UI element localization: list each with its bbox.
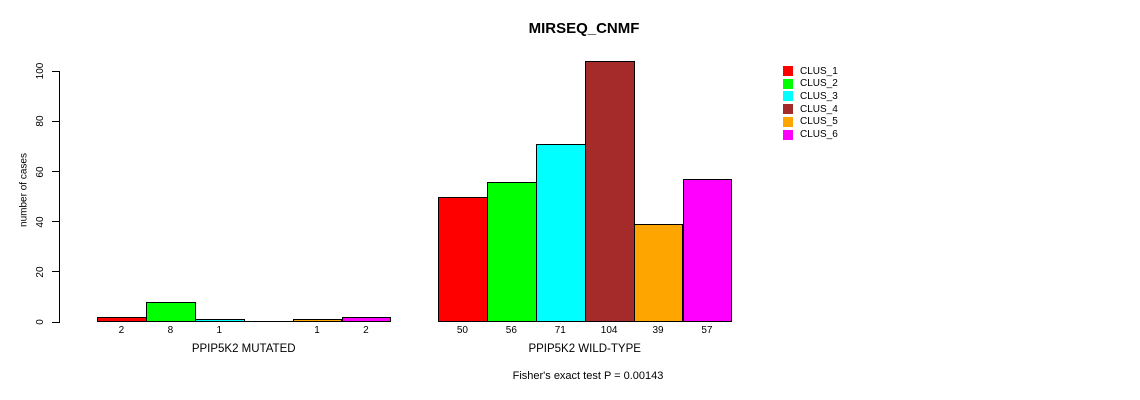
legend-swatch-clus_1 [783, 66, 793, 76]
y-tick-mark [52, 271, 59, 273]
bar-clus_3 [535, 144, 586, 322]
bar-value-label: 1 [216, 325, 223, 336]
y-tick-label: 60 [35, 166, 46, 178]
group-label: PPIP5K2 MUTATED [191, 343, 296, 355]
y-tick-label: 100 [35, 62, 46, 80]
bar-clus_2 [486, 181, 537, 322]
bar-value-label: 57 [701, 325, 713, 336]
legend-swatch-clus_2 [783, 78, 793, 89]
y-tick-mark [52, 70, 59, 72]
bar-clus_6 [682, 179, 733, 322]
legend-swatch-clus_5 [783, 116, 793, 127]
bar-clus_2 [145, 301, 196, 322]
y-tick-label: 20 [35, 266, 46, 278]
bar-clus_3 [194, 319, 245, 322]
bar-value-label: 71 [554, 325, 566, 336]
legend-label: CLUS_1 [800, 65, 838, 77]
legend-label: CLUS_6 [800, 129, 838, 140]
legend-label: CLUS_3 [800, 90, 838, 102]
bar-value-label: 2 [118, 325, 125, 336]
fisher-test-annotation: Fisher's exact test P = 0.00143 [512, 370, 664, 382]
bar-value-label: 2 [363, 325, 369, 336]
y-tick-label: 0 [35, 319, 46, 325]
y-tick-mark [52, 171, 59, 173]
y-tick-label: 40 [35, 216, 46, 228]
bar-clus_5 [292, 319, 343, 322]
chart-title: MIRSEQ_CNMF [528, 20, 640, 37]
legend-swatch-clus_3 [783, 91, 793, 102]
bar-clus_4 [584, 61, 635, 322]
bar-clus_6 [341, 316, 392, 322]
y-axis-label: number of cases [18, 153, 30, 227]
legend-swatch-clus_6 [783, 129, 793, 140]
legend-label: CLUS_5 [800, 116, 838, 128]
y-tick-mark [52, 221, 59, 223]
legend-swatch-clus_4 [783, 104, 793, 115]
group-label: PPIP5K2 WILD-TYPE [528, 343, 641, 355]
bar-value-label: 56 [505, 325, 517, 336]
bar-value-label: 8 [167, 325, 174, 336]
bar-value-label: 50 [456, 325, 468, 336]
bar-value-label: 1 [314, 325, 320, 336]
bar-clus_4-zero [243, 321, 294, 322]
bar-value-label: 104 [600, 325, 618, 336]
bar-value-label: 39 [652, 325, 664, 336]
legend-label: CLUS_4 [800, 103, 838, 115]
y-tick-mark [52, 321, 59, 323]
y-tick-label: 80 [35, 115, 46, 127]
bar-clus_5 [633, 224, 684, 322]
legend-label: CLUS_2 [800, 78, 838, 90]
bar-clus_1 [97, 316, 147, 322]
y-tick-mark [52, 120, 59, 122]
bar-clus_1 [438, 196, 488, 322]
y-axis-line [59, 71, 60, 323]
